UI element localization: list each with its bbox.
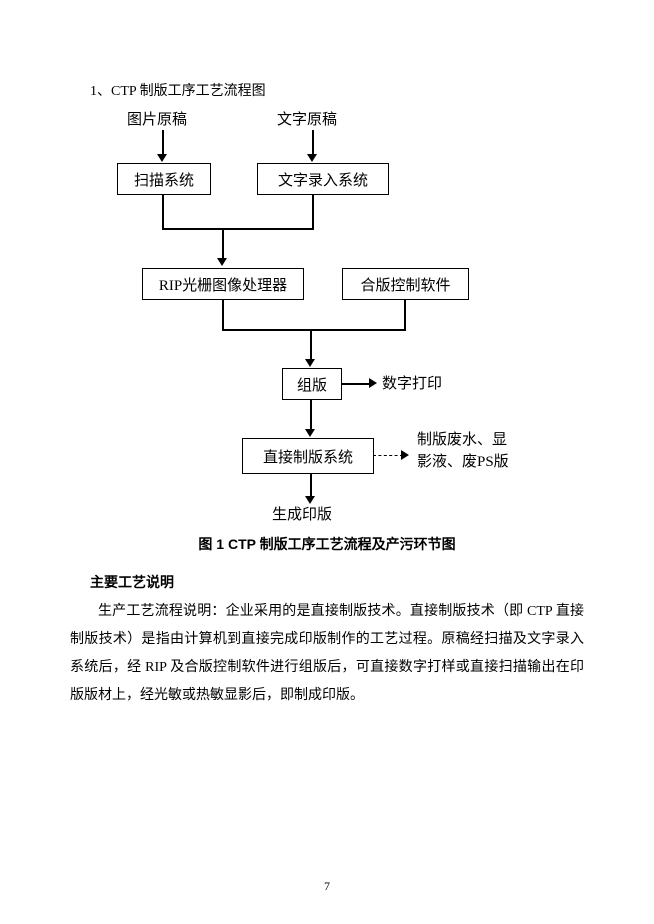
node-input2: 文字原稿 xyxy=(277,108,337,129)
page: 1、CTP 制版工序工艺流程图 图片原稿 文字原稿 扫描系统 文字录入系统 RI… xyxy=(0,0,654,844)
arrow-down-icon xyxy=(217,258,227,266)
node-merge: 合版控制软件 xyxy=(342,268,469,300)
node-input1: 图片原稿 xyxy=(127,108,187,129)
arrow-right-icon xyxy=(401,450,409,460)
flowchart: 图片原稿 文字原稿 扫描系统 文字录入系统 RIP光栅图像处理器 合版控制软件 … xyxy=(87,108,567,528)
arrow-down-icon xyxy=(305,359,315,367)
node-rip: RIP光栅图像处理器 xyxy=(142,268,304,300)
subtitle: 主要工艺说明 xyxy=(90,572,584,592)
dashed-line xyxy=(373,455,403,456)
arrow-down-icon xyxy=(307,154,317,162)
arrow-right-icon xyxy=(369,378,377,388)
figure-caption: 图 1 CTP 制版工序工艺流程及产污环节图 xyxy=(70,534,584,554)
page-number: 7 xyxy=(0,879,654,894)
body-paragraph: 生产工艺流程说明：企业采用的是直接制版技术。直接制版技术（即 CTP 直接制版技… xyxy=(70,598,584,710)
node-output: 生成印版 xyxy=(272,503,332,524)
node-textin: 文字录入系统 xyxy=(257,163,389,195)
node-layout: 组版 xyxy=(282,368,342,400)
node-waste-line2: 影液、废PS版 xyxy=(417,450,509,471)
arrow-down-icon xyxy=(157,154,167,162)
arrow-down-icon xyxy=(305,429,315,437)
node-scan: 扫描系统 xyxy=(117,163,211,195)
section-title: 1、CTP 制版工序工艺流程图 xyxy=(90,80,584,100)
node-direct: 直接制版系统 xyxy=(242,438,374,474)
node-digiprn: 数字打印 xyxy=(382,372,442,393)
node-waste-line1: 制版废水、显 xyxy=(417,428,507,449)
